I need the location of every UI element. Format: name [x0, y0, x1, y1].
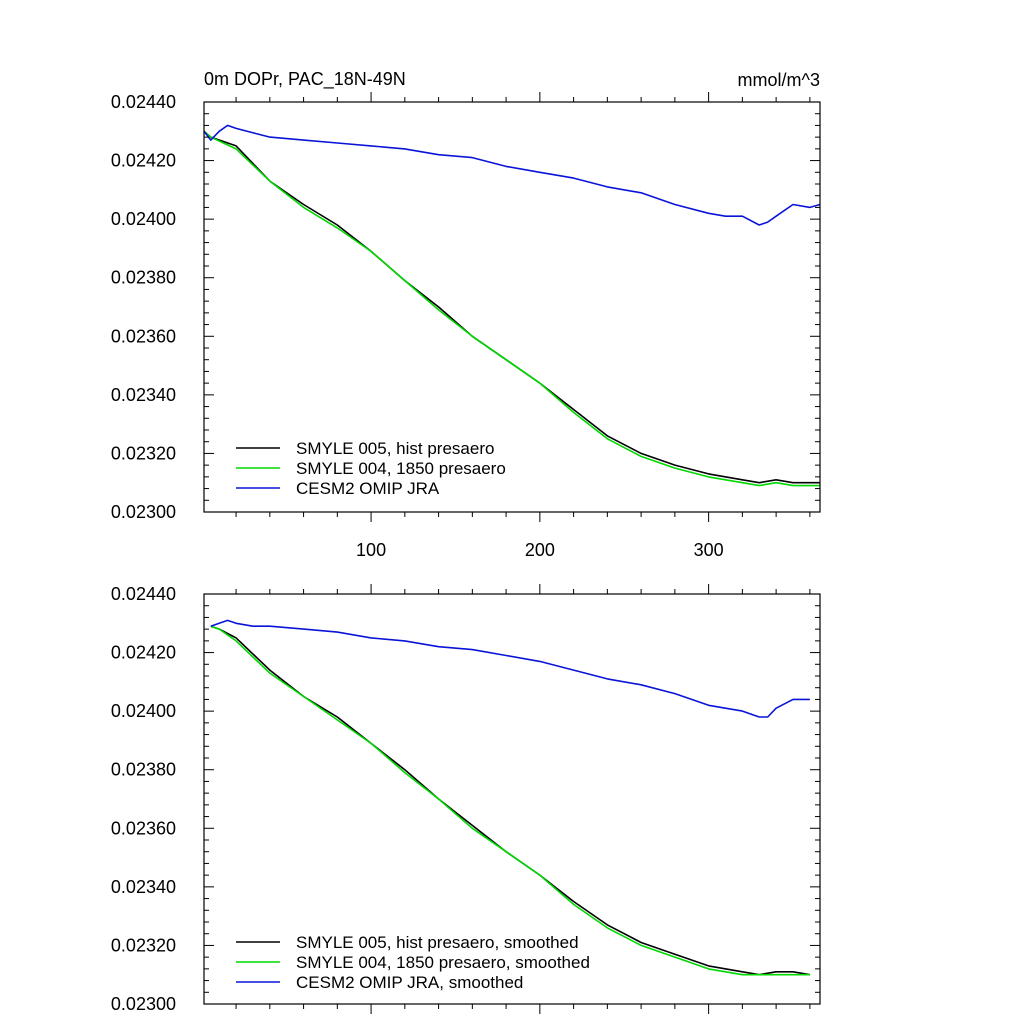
legend-label: SMYLE 005, hist presaero, smoothed: [296, 933, 579, 952]
plot-frame: [203, 593, 821, 1005]
series-line-1: [203, 130, 820, 484]
y-tick-label: 0.02360: [111, 326, 176, 346]
y-tick-label: 0.02400: [111, 701, 176, 721]
y-tick-label: 0.02440: [111, 92, 176, 112]
series-line-2: [203, 130, 820, 487]
legend-label: SMYLE 005, hist presaero: [296, 439, 494, 458]
y-tick-label: 0.02300: [111, 502, 176, 522]
y-tick-label: 0.02320: [111, 443, 176, 463]
x-tick-label: 200: [525, 540, 555, 560]
series-line-2: [210, 625, 810, 976]
top-panel: 0m DOPr, PAC_18N-49N mmol/m^3 0.02300 0.0…: [111, 69, 821, 560]
series-line-1: [210, 625, 811, 976]
legend-label: SMYLE 004, 1850 presaero: [296, 459, 506, 478]
y-tick-label: 0.02420: [111, 643, 176, 663]
y-tick-label: 0.02380: [111, 268, 176, 288]
y-tick-label: 0.02300: [111, 994, 176, 1014]
y-tick-label: 0.02340: [111, 877, 176, 897]
y-tick-label: 0.02380: [111, 760, 176, 780]
y-tick-label: 0.02420: [111, 151, 176, 171]
units-label: mmol/m^3: [738, 70, 820, 90]
y-tick-label: 0.02440: [111, 584, 176, 604]
legend-label: CESM2 OMIP JRA: [296, 479, 440, 498]
legend-label: SMYLE 004, 1850 presaero, smoothed: [296, 953, 590, 972]
series-line-3: [203, 124, 821, 226]
chart-title: 0m DOPr, PAC_18N-49N: [204, 69, 406, 90]
plot-frame: [203, 101, 821, 513]
y-tick-label: 0.02340: [111, 385, 176, 405]
x-tick-label: 300: [694, 540, 724, 560]
y-tick-label: 0.02360: [111, 818, 176, 838]
y-tick-label: 0.02400: [111, 209, 176, 229]
x-tick-label: 100: [356, 540, 386, 560]
y-tick-label: 0.02320: [111, 935, 176, 955]
series-line-3: [210, 619, 810, 718]
legend-label: CESM2 OMIP JRA, smoothed: [296, 973, 523, 992]
bottom-panel: 0.02300 0.02320 0.02340 0.02360 0.02380 0.024…: [111, 584, 821, 1014]
